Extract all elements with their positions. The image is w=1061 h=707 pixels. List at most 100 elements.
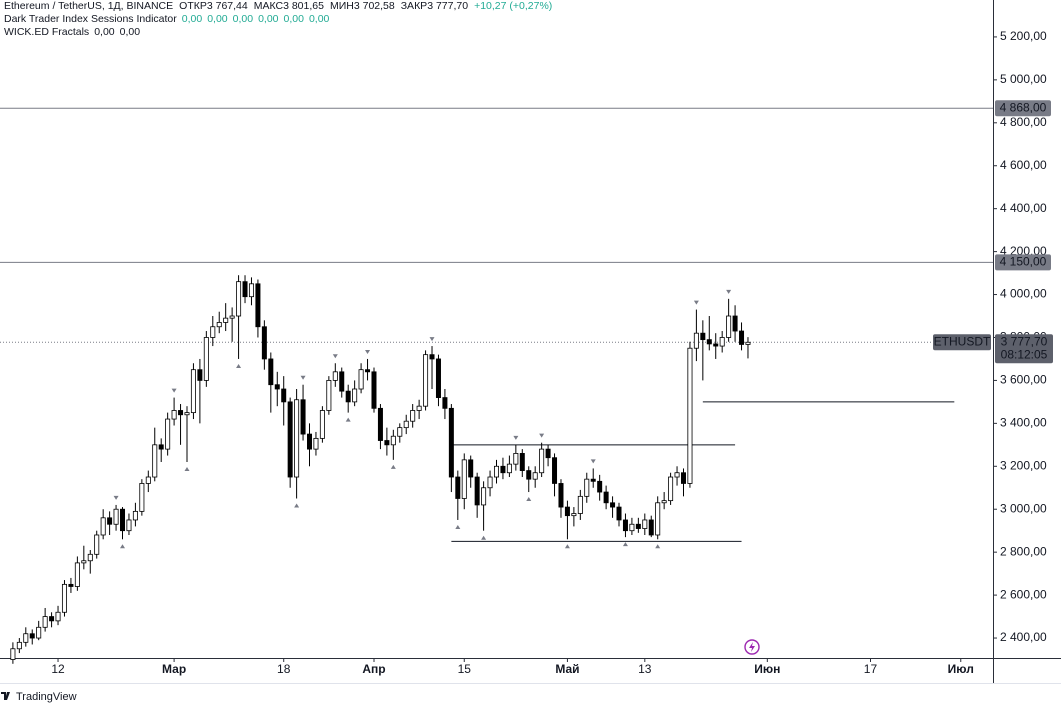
candle-body [165,418,171,450]
candle-body [352,388,358,403]
candle-body [597,480,603,493]
candle-body [281,388,287,403]
legend-item: 3 801,65 [283,0,324,12]
fractal-down [564,544,570,549]
lightning-icon [744,639,760,655]
candle-body [435,358,441,398]
candle-body [668,476,674,502]
candle-body [210,326,216,338]
candle-body [584,478,590,497]
candle-body [345,390,351,403]
candle-body [139,483,145,512]
legend-item: 0,00 [309,13,330,25]
candle-body [74,562,80,587]
y-tick-label: 4 000,00 [1000,287,1047,301]
candle-body [461,459,467,499]
candle-body [100,517,106,536]
candle-body [687,347,693,484]
fractal-down [236,363,242,368]
candle-body [481,487,487,506]
x-tick-label: Июн [754,662,780,676]
candle-body [145,476,151,484]
candle-body [178,410,184,416]
candle-body [629,523,635,532]
candle-body [403,420,409,429]
candle-body [590,478,596,482]
candle-body [648,519,654,536]
candle-body [726,315,732,338]
fractal-down [184,466,190,471]
x-tick-label: 18 [277,662,291,676]
legend-item: 3 777,70 [427,0,468,12]
legend-item: 0,00 [258,13,279,25]
candle-body [236,281,242,317]
candle-body [274,384,280,390]
legend-item: 3 702,58 [354,0,395,12]
candle-body [126,519,132,532]
legend-item: 0,00 [120,26,141,38]
x-tick-label: Июл [948,662,974,676]
y-tick-label: 5 000,00 [1000,72,1047,86]
candle-body [197,369,203,381]
candle-body [358,369,364,390]
candle-body [339,371,345,392]
legend: Ethereum / TetherUS, 1Д, BINANCE ОТКР3 76… [4,0,552,38]
candle-body [216,322,222,328]
price-label-bg [995,100,1051,117]
brand: TradingView [16,691,77,703]
y-tick-label: 2 800,00 [1000,544,1047,558]
fractal-down [526,497,532,502]
legend-row: WICK.ED Fractals 0,00 0,00 [4,26,140,38]
candle-body [294,399,300,478]
fractal-up [693,300,699,305]
candle-body [184,412,190,416]
last-price-label: 3 777,70 [1001,334,1048,348]
fractal-up [539,433,545,438]
legend-item: WICK.ED Fractals [4,26,89,38]
legend-item: МИН [330,0,354,12]
x-tick-label: 13 [638,662,652,676]
candle-body [552,457,558,484]
candle-body [642,519,648,529]
candle-body [416,405,422,411]
x-tick-label: Мар [162,662,186,676]
fractal-up [429,337,435,342]
candle-body [455,476,461,499]
y-tick-label: 3 200,00 [1000,458,1047,472]
candle-body [577,495,583,514]
candle-body [107,517,113,525]
candle-body [487,476,493,489]
candle-body [500,465,506,474]
candle-body [287,401,293,478]
y-tick-label: 4 600,00 [1000,158,1047,172]
candle-body [255,283,261,328]
candle-body [397,427,403,437]
candle-body [693,332,699,349]
x-tick-label: 17 [864,662,878,676]
y-tick-label: 5 200,00 [1000,29,1047,43]
legend-item: 0,00 [284,13,305,25]
legend-item: МАКС [254,0,284,12]
y-tick-label: 2 600,00 [1000,587,1047,601]
candle-body [448,407,454,478]
x-tick-label: 15 [458,662,472,676]
candle-body [113,508,119,525]
price-label-bg [995,254,1051,271]
last-price-bg [995,334,1053,364]
y-tick-label: 4 800,00 [1000,115,1047,129]
candle-body [203,337,209,381]
candle-body [29,633,35,639]
candle-body [229,315,235,319]
symbol-label: ETHUSDT [934,334,991,348]
candle-body [120,508,126,532]
legend-row: Ethereum / TetherUS, 1Д, BINANCE ОТКР3 76… [4,0,552,12]
x-tick-label: 12 [51,662,65,676]
symbol-label-bg [933,334,991,351]
candle-body [532,472,538,480]
tv-logo [1,692,10,700]
candle-body [332,371,338,381]
candle-body [713,343,719,347]
candle-body [519,453,525,471]
x-tick-label: Апр [362,662,385,676]
candle-body [242,281,248,298]
